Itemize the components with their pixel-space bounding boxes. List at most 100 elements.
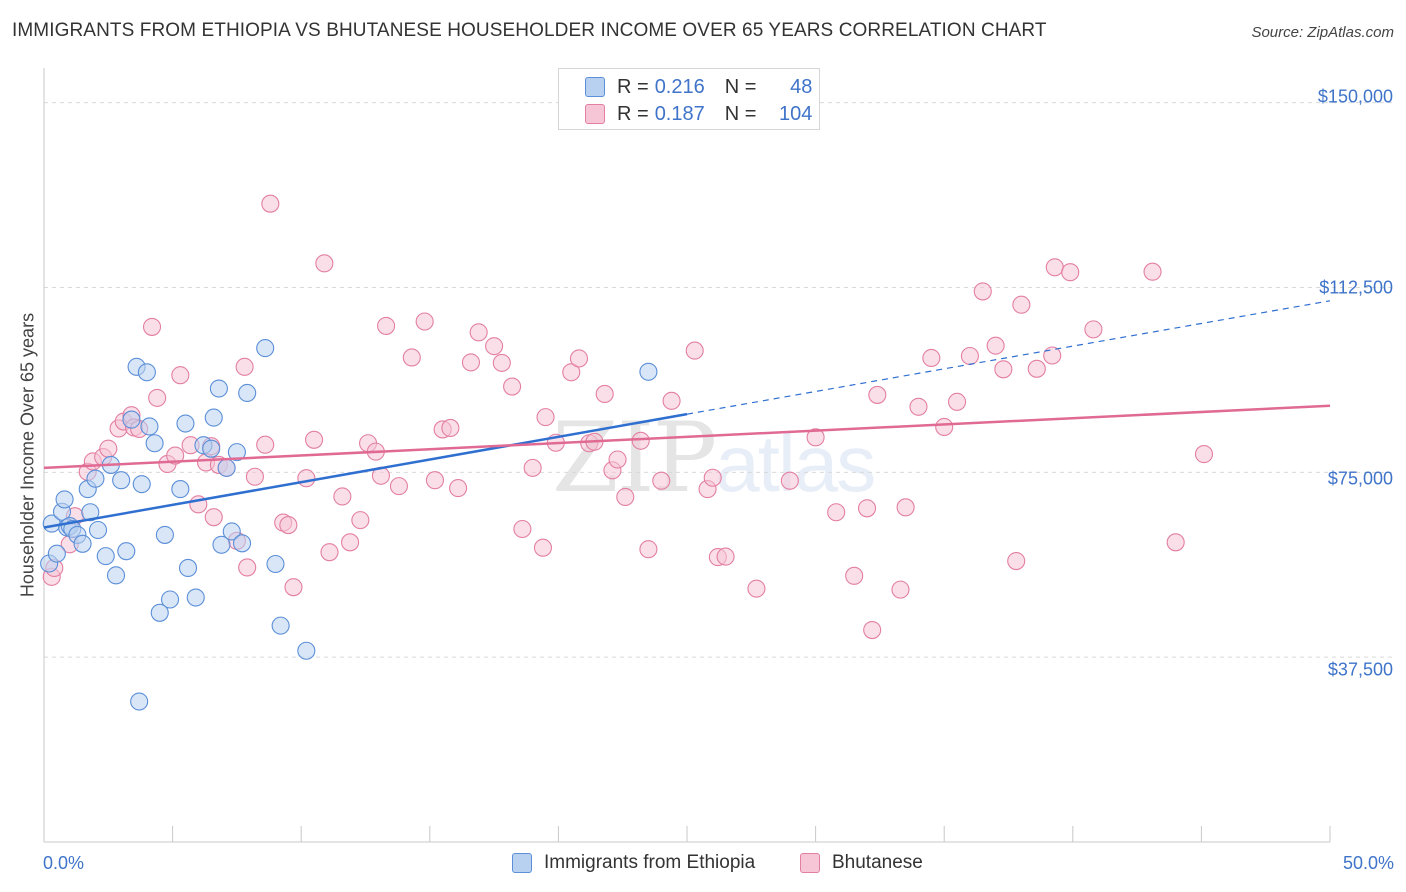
data-point — [863, 621, 882, 640]
legend-swatch-ethiopia — [585, 77, 605, 97]
data-point — [1045, 258, 1064, 277]
r-value: 0.187 — [654, 102, 705, 125]
data-point — [47, 544, 66, 563]
data-point — [297, 469, 316, 488]
data-point — [117, 542, 136, 561]
x-axis — [43, 68, 1331, 843]
data-point — [238, 383, 257, 403]
data-point — [222, 522, 241, 541]
x-tick-label-max: 50.0% — [1342, 853, 1394, 873]
data-point — [1061, 263, 1080, 282]
data-point — [780, 471, 799, 490]
data-point — [449, 479, 468, 498]
data-point — [209, 379, 228, 398]
data-point — [256, 339, 275, 358]
data-point — [503, 377, 522, 396]
data-point — [425, 471, 444, 490]
data-point — [130, 692, 149, 711]
chart-source: Source: ZipAtlas.com — [1251, 24, 1394, 41]
data-point — [148, 388, 167, 407]
r-label: R = — [617, 102, 649, 125]
data-point — [1166, 533, 1185, 552]
data-point — [652, 471, 671, 490]
data-point — [685, 341, 704, 360]
data-point — [333, 487, 352, 506]
data-point — [186, 588, 205, 607]
data-point — [994, 360, 1013, 379]
data-point — [217, 458, 236, 477]
data-point — [1194, 445, 1214, 464]
data-point — [827, 503, 846, 522]
legend-row-bhutanese: R = 0.187 N = 104 — [585, 103, 812, 125]
data-point — [132, 475, 151, 494]
data-point — [88, 520, 108, 540]
data-point — [166, 446, 185, 465]
x-tick-label-min: 0.0% — [43, 853, 85, 873]
stats-legend: R = 0.216 N = 48 R = 0.187 N = 104 — [558, 68, 820, 130]
y-tick-label: $112,500 — [1319, 277, 1393, 298]
legend-swatch-bhutanese — [585, 104, 605, 124]
data-point — [86, 469, 105, 488]
data-point — [106, 566, 126, 585]
data-point — [341, 533, 360, 552]
chart-title: IMMIGRANTS FROM ETHIOPIA VS BHUTANESE HO… — [12, 20, 1047, 41]
data-point — [212, 535, 231, 554]
data-point — [922, 348, 941, 368]
data-point — [256, 435, 275, 454]
data-point — [279, 516, 298, 535]
data-point — [469, 323, 488, 342]
n-label: N = — [724, 102, 757, 125]
data-point — [973, 282, 992, 301]
legend-label: Immigrants from Ethiopia — [544, 852, 756, 873]
data-point — [891, 580, 910, 599]
data-point — [160, 590, 180, 609]
data-point — [662, 391, 681, 410]
data-point — [415, 312, 434, 331]
data-point — [595, 384, 614, 404]
data-point — [536, 408, 555, 427]
data-point — [155, 525, 174, 544]
data-point — [909, 397, 928, 416]
data-point — [960, 346, 979, 366]
data-point — [142, 317, 162, 336]
data-point — [81, 503, 100, 522]
data-point — [145, 434, 164, 453]
data-point — [948, 392, 967, 411]
data-point — [608, 450, 627, 469]
data-point — [747, 579, 766, 598]
y-tick-label: $150,000 — [1317, 86, 1393, 107]
data-point — [1012, 295, 1031, 314]
data-point — [533, 538, 553, 557]
data-point — [112, 471, 131, 490]
data-point — [389, 477, 408, 496]
data-point — [204, 408, 223, 427]
series-legend-ethiopia[interactable]: Immigrants from Ethiopia — [512, 852, 755, 874]
data-point — [461, 353, 481, 372]
data-point — [1143, 262, 1162, 281]
data-point — [235, 357, 254, 376]
data-point — [261, 194, 280, 213]
n-value: 48 — [790, 75, 813, 98]
series-ethiopia — [40, 339, 658, 711]
r-label: R = — [617, 75, 649, 98]
data-point — [245, 467, 264, 486]
series-legend-bhutanese[interactable]: Bhutanese — [800, 852, 923, 874]
data-point — [935, 417, 954, 437]
data-point — [1007, 551, 1026, 571]
data-point — [523, 458, 542, 477]
trend-lines — [43, 300, 1331, 529]
y-tick-label: $37,500 — [1327, 659, 1393, 680]
data-point — [716, 547, 735, 566]
n-label: N = — [724, 75, 757, 98]
legend-swatch-bhutanese — [800, 853, 820, 873]
data-point — [176, 414, 195, 433]
data-point — [171, 480, 190, 499]
data-point — [896, 498, 915, 517]
data-point — [315, 254, 334, 273]
data-point — [631, 431, 650, 450]
data-point — [305, 430, 324, 449]
data-point — [485, 337, 504, 356]
data-point — [868, 385, 887, 404]
data-point — [297, 641, 316, 660]
